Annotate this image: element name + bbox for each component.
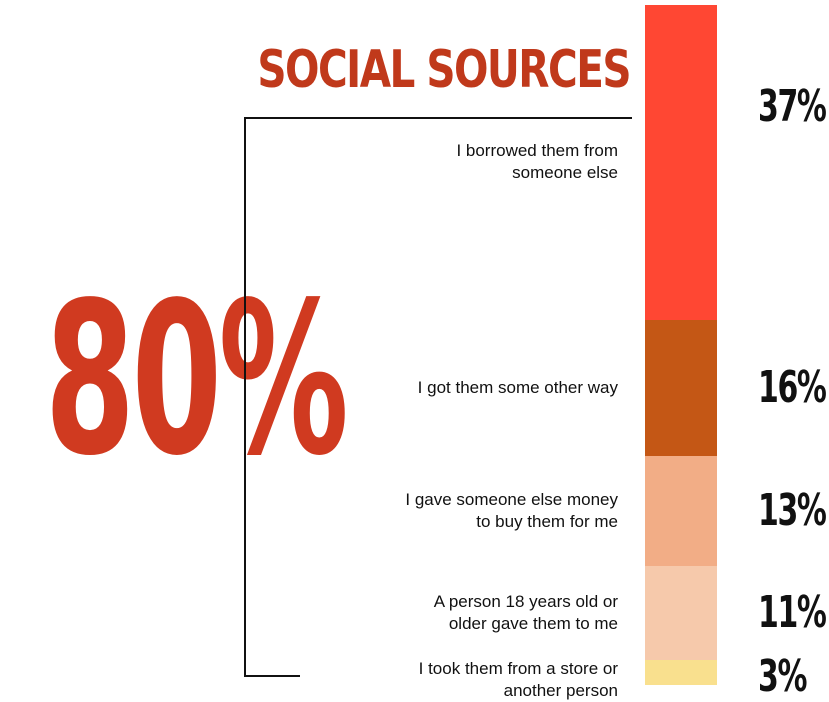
bar-segment (645, 566, 717, 660)
value-label: 16% (758, 361, 827, 413)
value-label: 13% (758, 484, 827, 536)
bracket-top-line (244, 117, 632, 119)
category-label: I took them from a store or another pers… (418, 659, 618, 701)
value-label: 37% (758, 81, 827, 133)
category-label: I gave someone else money to buy them fo… (405, 489, 618, 531)
category-label: I got them some other way (417, 377, 618, 397)
value-label: 3% (758, 651, 807, 702)
bracket-vertical-line (244, 117, 246, 677)
bar-segment (645, 319, 717, 456)
category-label: A person 18 years old or older gave them… (433, 591, 618, 633)
total-percentage: 80% (44, 257, 349, 502)
stacked-bar (645, 5, 717, 685)
bracket-bottom-line (244, 675, 300, 677)
category-label: I borrowed them from someone else (456, 141, 618, 183)
chart-title: SOCIAL SOURCES (257, 40, 631, 100)
bar-segment (645, 5, 717, 320)
bar-segment (645, 659, 717, 685)
bar-segment (645, 455, 717, 566)
value-label: 11% (758, 586, 827, 638)
